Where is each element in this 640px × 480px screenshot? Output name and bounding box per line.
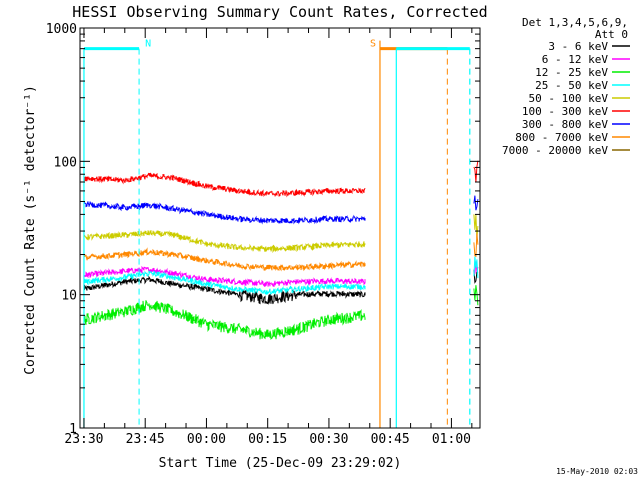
legend-entry-label: 12 - 25 keV	[535, 66, 608, 79]
series-tail-6	[473, 195, 479, 211]
y-tick-label: 10	[61, 289, 77, 304]
axes: 23:30 23:45 00:00 00:15 00:30 00:45 01:00 1 10 10…	[46, 22, 480, 447]
series-tail-7	[473, 233, 479, 258]
x-tick-label: 01:00	[432, 432, 471, 447]
legend-entry-label: 50 - 100 keV	[529, 92, 609, 105]
legend-entry-label: 7000 - 20000 keV	[502, 144, 608, 157]
series-line-1	[83, 265, 366, 288]
series-line-4	[83, 230, 366, 254]
series-line-5	[83, 172, 366, 198]
y-axis-label: Corrected Count Rate (s⁻¹ detector⁻¹)	[23, 85, 38, 375]
y-tick-label: 1000	[46, 22, 77, 37]
series-line-2	[83, 300, 366, 340]
y-tick-label: 100	[54, 155, 77, 170]
x-tick-label: 00:45	[371, 432, 410, 447]
legend-entry-label: 25 - 50 keV	[535, 79, 608, 92]
series-tail-3	[473, 256, 479, 279]
plot-frame	[79, 27, 481, 429]
series-line-7	[83, 247, 366, 272]
series-tail-2	[473, 285, 479, 306]
legend-entry-label: 300 - 800 keV	[522, 118, 608, 131]
legend-entry-label: 800 - 7000 keV	[515, 131, 608, 144]
legend-entry-label: 3 - 6 keV	[548, 40, 608, 53]
x-tick-label: 00:15	[248, 432, 287, 447]
x-axis-label: Start Time (25-Dec-09 23:29:02)	[159, 456, 402, 471]
series-line-0	[83, 275, 366, 305]
x-tick-label: 23:30	[64, 432, 103, 447]
x-tick-label: 00:30	[309, 432, 348, 447]
y-tick-label: 1	[69, 422, 77, 437]
series-line-6	[83, 200, 366, 225]
chart-title: HESSI Observing Summary Count Rates, Cor…	[72, 3, 487, 21]
legend-entry-label: 6 - 12 keV	[542, 53, 609, 66]
x-tick-label: 00:00	[187, 432, 226, 447]
legend-header: Att 0	[595, 28, 628, 41]
footer-date: 15-May-2010 02:03	[556, 467, 638, 476]
legend-header: Det 1,3,4,5,6,9,	[522, 16, 628, 29]
legend-entry-label: 100 - 300 keV	[522, 105, 608, 118]
status-label-n: N	[145, 39, 151, 50]
status-label-s: S	[370, 39, 376, 50]
series-line-3	[83, 270, 366, 295]
x-tick-label: 23:45	[126, 432, 165, 447]
